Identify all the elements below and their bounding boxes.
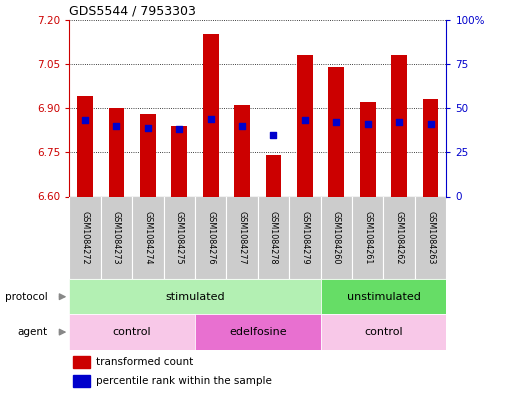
Bar [383,196,415,279]
Bar [266,155,281,196]
Bar [360,102,376,196]
Bar [328,67,344,196]
Text: GSM1084276: GSM1084276 [206,211,215,264]
Text: GSM1084263: GSM1084263 [426,211,435,264]
Text: agent: agent [17,327,47,337]
Text: GSM1084277: GSM1084277 [238,211,247,264]
Text: edelfosine: edelfosine [229,327,287,337]
Point [395,119,403,125]
Text: protocol: protocol [5,292,47,302]
Text: GSM1084275: GSM1084275 [175,211,184,264]
Bar [77,96,93,196]
Bar [69,314,195,350]
Bar [423,99,439,196]
Point [112,123,121,129]
Bar [297,55,313,196]
Point [207,116,215,122]
Point [238,123,246,129]
Point [364,121,372,127]
Bar [109,108,124,196]
Text: control: control [364,327,403,337]
Bar [289,196,321,279]
Bar [391,55,407,196]
Point [426,121,435,127]
Text: GDS5544 / 7953303: GDS5544 / 7953303 [69,4,196,17]
Text: GSM1084272: GSM1084272 [81,211,89,264]
Point [175,126,183,132]
Bar [73,375,90,387]
Text: GSM1084274: GSM1084274 [143,211,152,264]
Bar [258,196,289,279]
Bar [415,196,446,279]
Text: GSM1084279: GSM1084279 [301,211,309,264]
Text: GSM1084261: GSM1084261 [363,211,372,264]
Text: GSM1084273: GSM1084273 [112,211,121,264]
Bar [226,196,258,279]
Bar [69,196,101,279]
Text: percentile rank within the sample: percentile rank within the sample [95,376,271,386]
Bar [352,196,383,279]
Bar [203,34,219,197]
Bar [234,105,250,196]
Point [269,131,278,138]
Text: transformed count: transformed count [95,357,193,367]
Text: control: control [113,327,151,337]
Text: unstimulated: unstimulated [346,292,421,302]
Bar [164,196,195,279]
Text: stimulated: stimulated [165,292,225,302]
Bar [321,279,446,314]
Bar [195,196,226,279]
Bar [73,356,90,368]
Bar [69,279,321,314]
Bar [101,196,132,279]
Bar [171,126,187,196]
Point [81,118,89,124]
Point [301,118,309,124]
Text: GSM1084278: GSM1084278 [269,211,278,264]
Point [144,125,152,131]
Bar [195,314,321,350]
Bar [321,314,446,350]
Bar [140,114,155,196]
Bar [321,196,352,279]
Bar [132,196,164,279]
Text: GSM1084260: GSM1084260 [332,211,341,264]
Text: GSM1084262: GSM1084262 [394,211,404,264]
Point [332,119,341,125]
